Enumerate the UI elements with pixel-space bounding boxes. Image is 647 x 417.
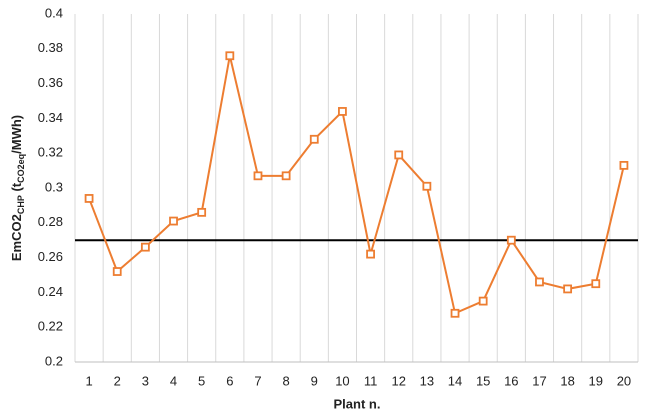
- y-tick-label: 0.32: [38, 145, 63, 160]
- marker: [366, 249, 375, 259]
- y-axis-label-part: (t: [9, 182, 24, 195]
- x-tick-label: 18: [560, 373, 574, 388]
- y-axis-label: EmCO2CHP (tCO2eq/MWh): [9, 115, 26, 261]
- x-tick-label: 8: [283, 373, 290, 388]
- marker: [619, 160, 629, 170]
- marker: [506, 235, 516, 245]
- marker: [591, 279, 601, 289]
- y-axis-label-part: /MWh): [9, 115, 24, 154]
- y-tick-label: 0.26: [38, 249, 63, 264]
- y-tick-label: 0.3: [45, 179, 63, 194]
- x-tick-label: 10: [335, 373, 349, 388]
- x-tick-label: 19: [589, 373, 603, 388]
- x-tick-label: 7: [254, 373, 261, 388]
- x-axis-label: Plant n.: [334, 396, 381, 411]
- x-tick-label: 2: [114, 373, 121, 388]
- y-tick-label: 0.36: [38, 75, 63, 90]
- marker: [422, 181, 432, 191]
- y-axis-label-part: CO2eq: [16, 154, 26, 183]
- marker: [84, 194, 94, 203]
- marker: [253, 171, 263, 181]
- marker: [197, 207, 207, 217]
- x-tick-label: 5: [198, 373, 205, 388]
- y-tick-label: 0.28: [38, 214, 63, 229]
- marker: [338, 107, 347, 116]
- x-tick-label: 12: [391, 373, 405, 388]
- y-tick-label: 0.38: [38, 40, 63, 55]
- marker: [169, 216, 178, 226]
- marker: [478, 296, 488, 306]
- x-tick-label: 13: [420, 373, 434, 388]
- marker: [112, 267, 122, 276]
- x-tick-label: 11: [364, 373, 378, 388]
- y-tick-label: 0.34: [38, 110, 63, 125]
- y-tick-label: 0.4: [45, 5, 63, 20]
- x-tick-label: 1: [85, 373, 92, 388]
- marker: [563, 284, 573, 294]
- marker: [309, 134, 319, 144]
- marker: [394, 150, 404, 160]
- marker: [140, 242, 150, 252]
- x-tick-label: 4: [170, 373, 177, 388]
- marker: [450, 308, 460, 318]
- x-tick-label: 9: [311, 373, 318, 388]
- x-tick-label: 3: [142, 373, 149, 388]
- y-axis-label-part: CHP: [16, 195, 26, 214]
- marker: [535, 277, 544, 287]
- y-tick-label: 0.2: [45, 353, 63, 368]
- y-tick-label: 0.22: [38, 319, 63, 334]
- x-tick-label: 6: [226, 373, 233, 388]
- y-tick-label: 0.24: [38, 284, 63, 299]
- x-tick-label: 17: [532, 373, 546, 388]
- x-tick-label: 20: [617, 373, 631, 388]
- x-tick-label: 16: [504, 373, 518, 388]
- series-line: [88, 55, 625, 315]
- marker: [281, 171, 291, 181]
- x-tick-label: 14: [448, 373, 462, 388]
- y-axis-label-part: EmCO2: [9, 214, 24, 261]
- x-tick-label: 15: [476, 373, 490, 388]
- marker: [225, 51, 235, 61]
